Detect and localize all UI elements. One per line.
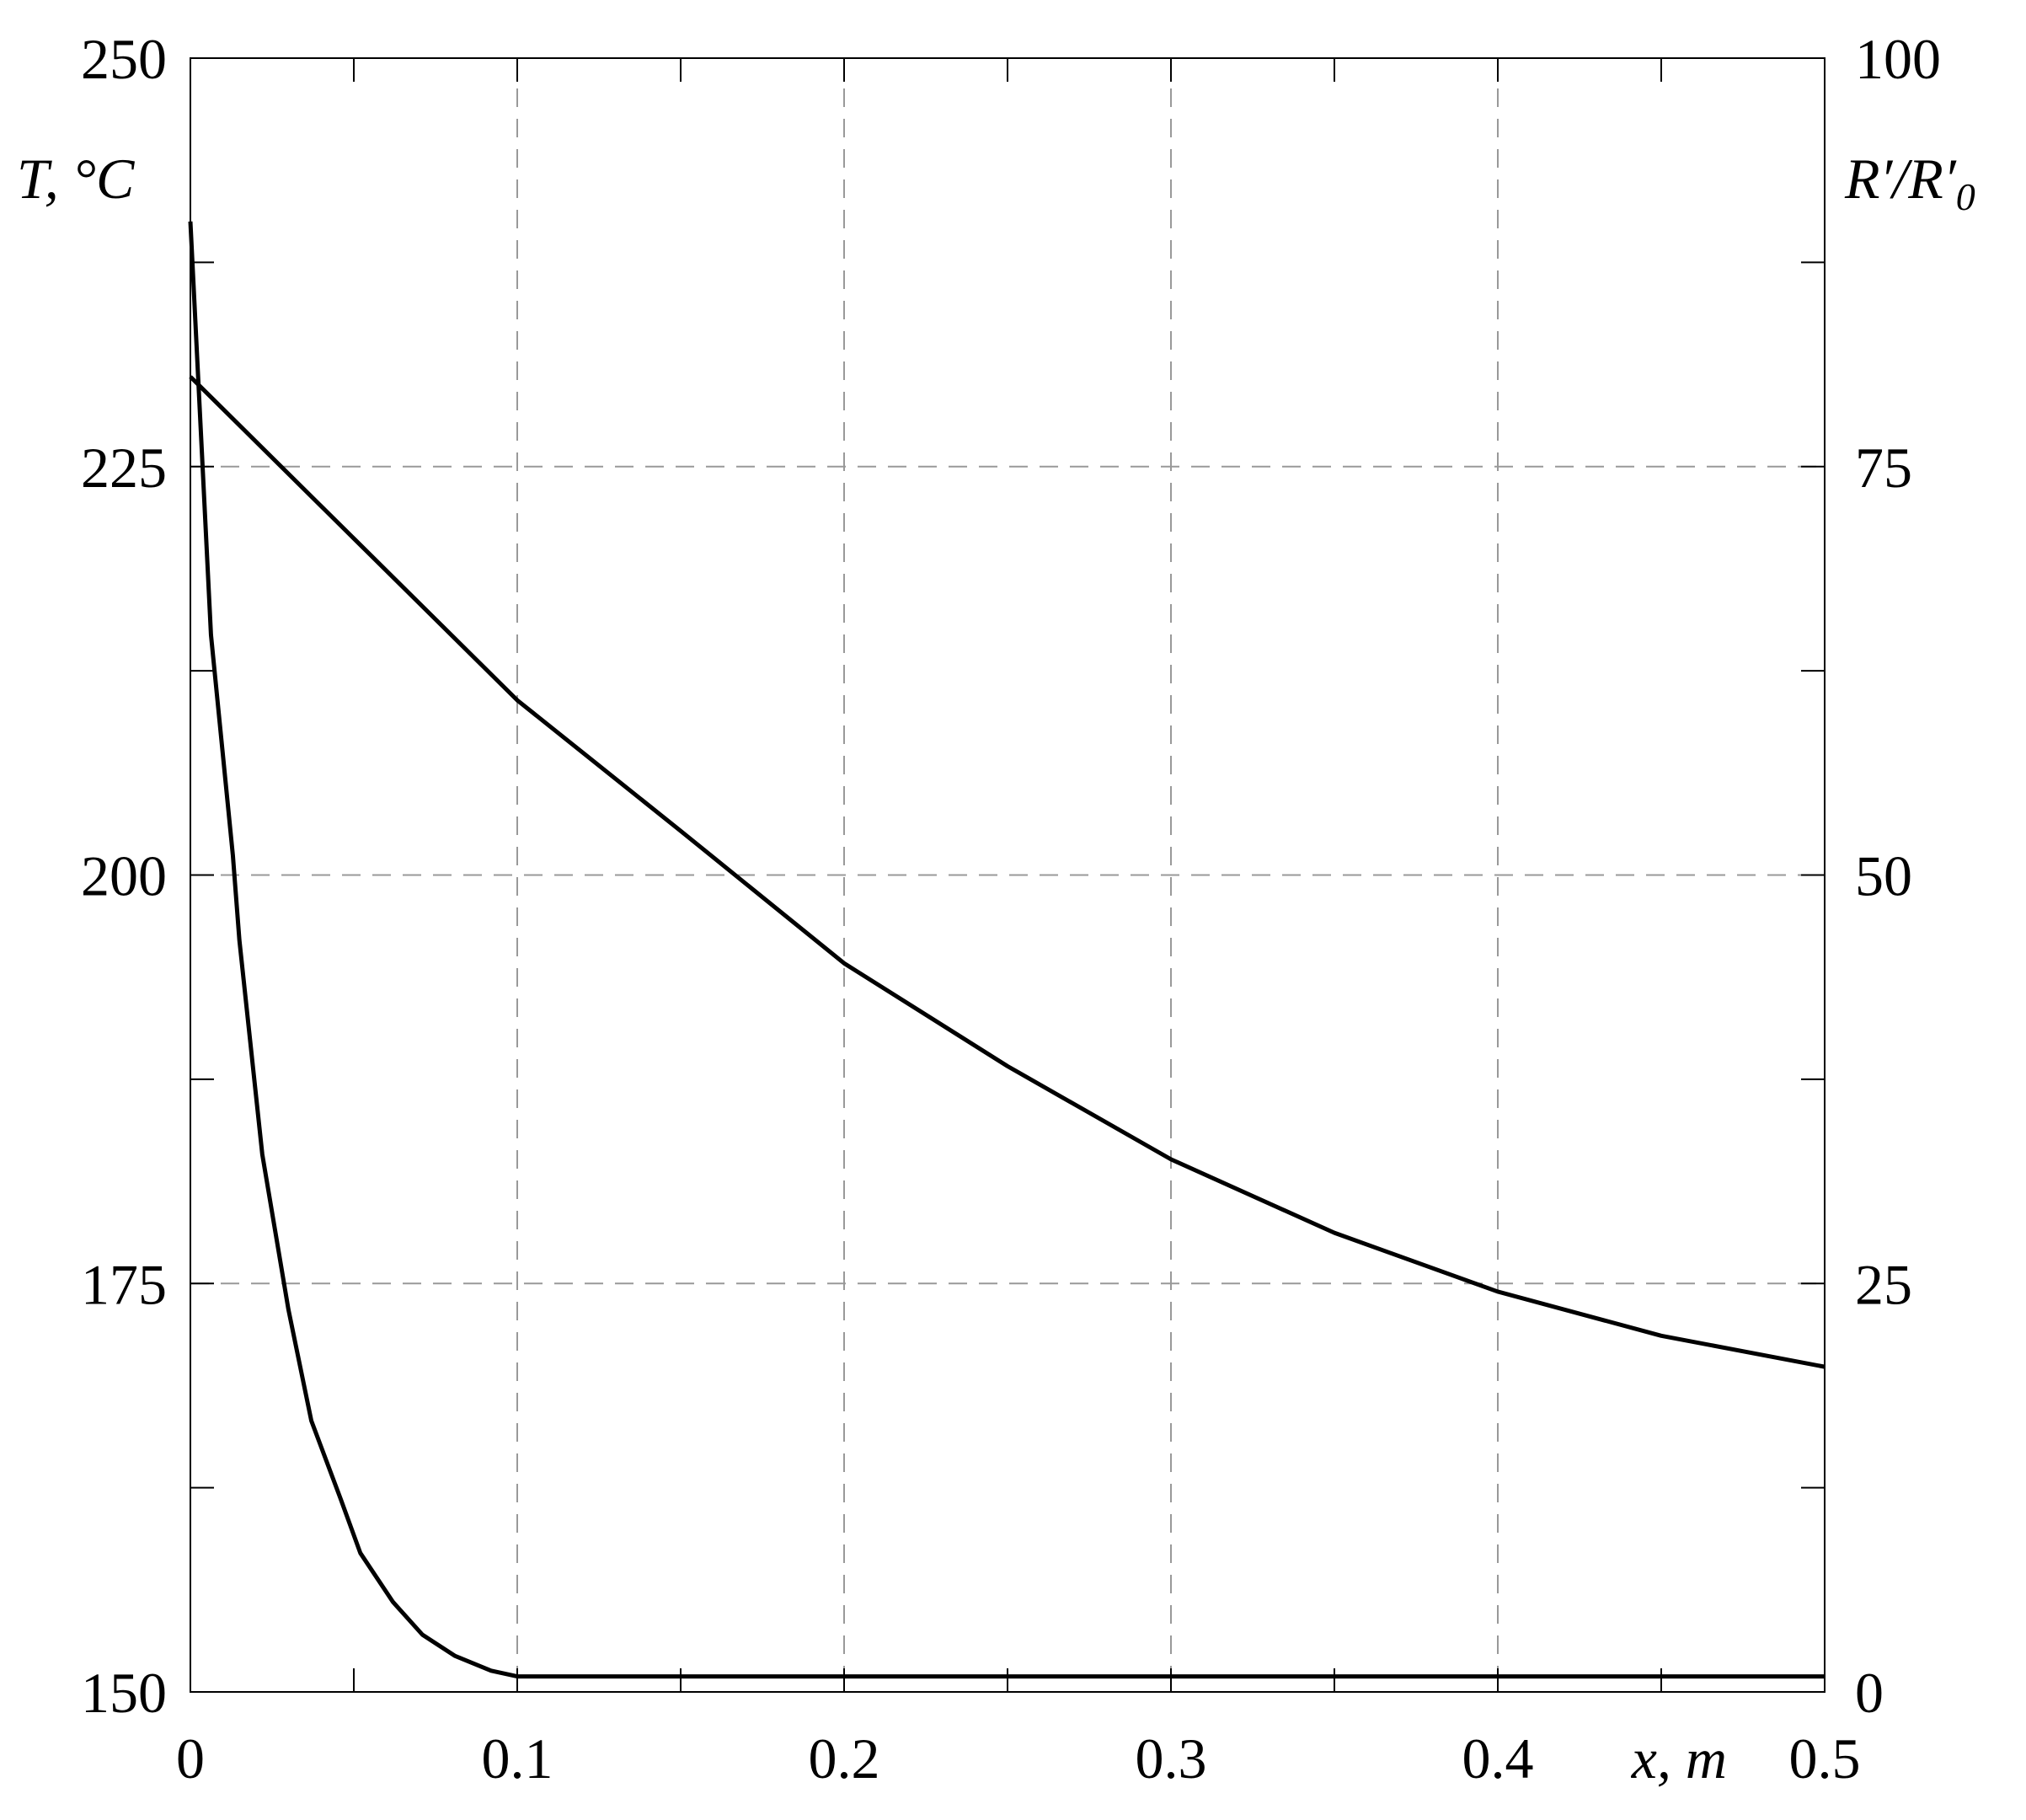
y2-axis-label-main: R′/R′: [1844, 147, 1957, 211]
y-tick-label: 150: [81, 1661, 167, 1725]
x-tick-label: 0.5: [1789, 1726, 1861, 1791]
y2-tick-label: 0: [1855, 1661, 1884, 1725]
x-axis-label: x, m: [1631, 1726, 1727, 1791]
y-tick-label: 175: [81, 1252, 167, 1316]
x-tick-label: 0.3: [1136, 1726, 1207, 1791]
y2-axis-label-sub: 0: [1956, 175, 1975, 218]
y-tick-label: 250: [81, 27, 167, 91]
y2-axis-label: R′/R′0: [1844, 147, 1975, 218]
y-tick-label: 200: [81, 844, 167, 908]
y2-tick-label: 75: [1855, 436, 1912, 500]
y2-tick-label: 25: [1855, 1252, 1912, 1316]
x-tick-label: 0: [176, 1726, 205, 1791]
y-tick-label: 225: [81, 436, 167, 500]
x-tick-label: 0.4: [1462, 1726, 1534, 1791]
y2-tick-label: 100: [1855, 27, 1941, 91]
x-tick-label: 0.2: [809, 1726, 880, 1791]
x-tick-label: 0.1: [482, 1726, 553, 1791]
y-axis-label: T, °C: [17, 147, 135, 211]
line: [189, 375, 1826, 1369]
plot-frame: [190, 57, 1826, 1693]
y2-tick-label: 50: [1855, 844, 1912, 908]
line: [188, 221, 1825, 1679]
